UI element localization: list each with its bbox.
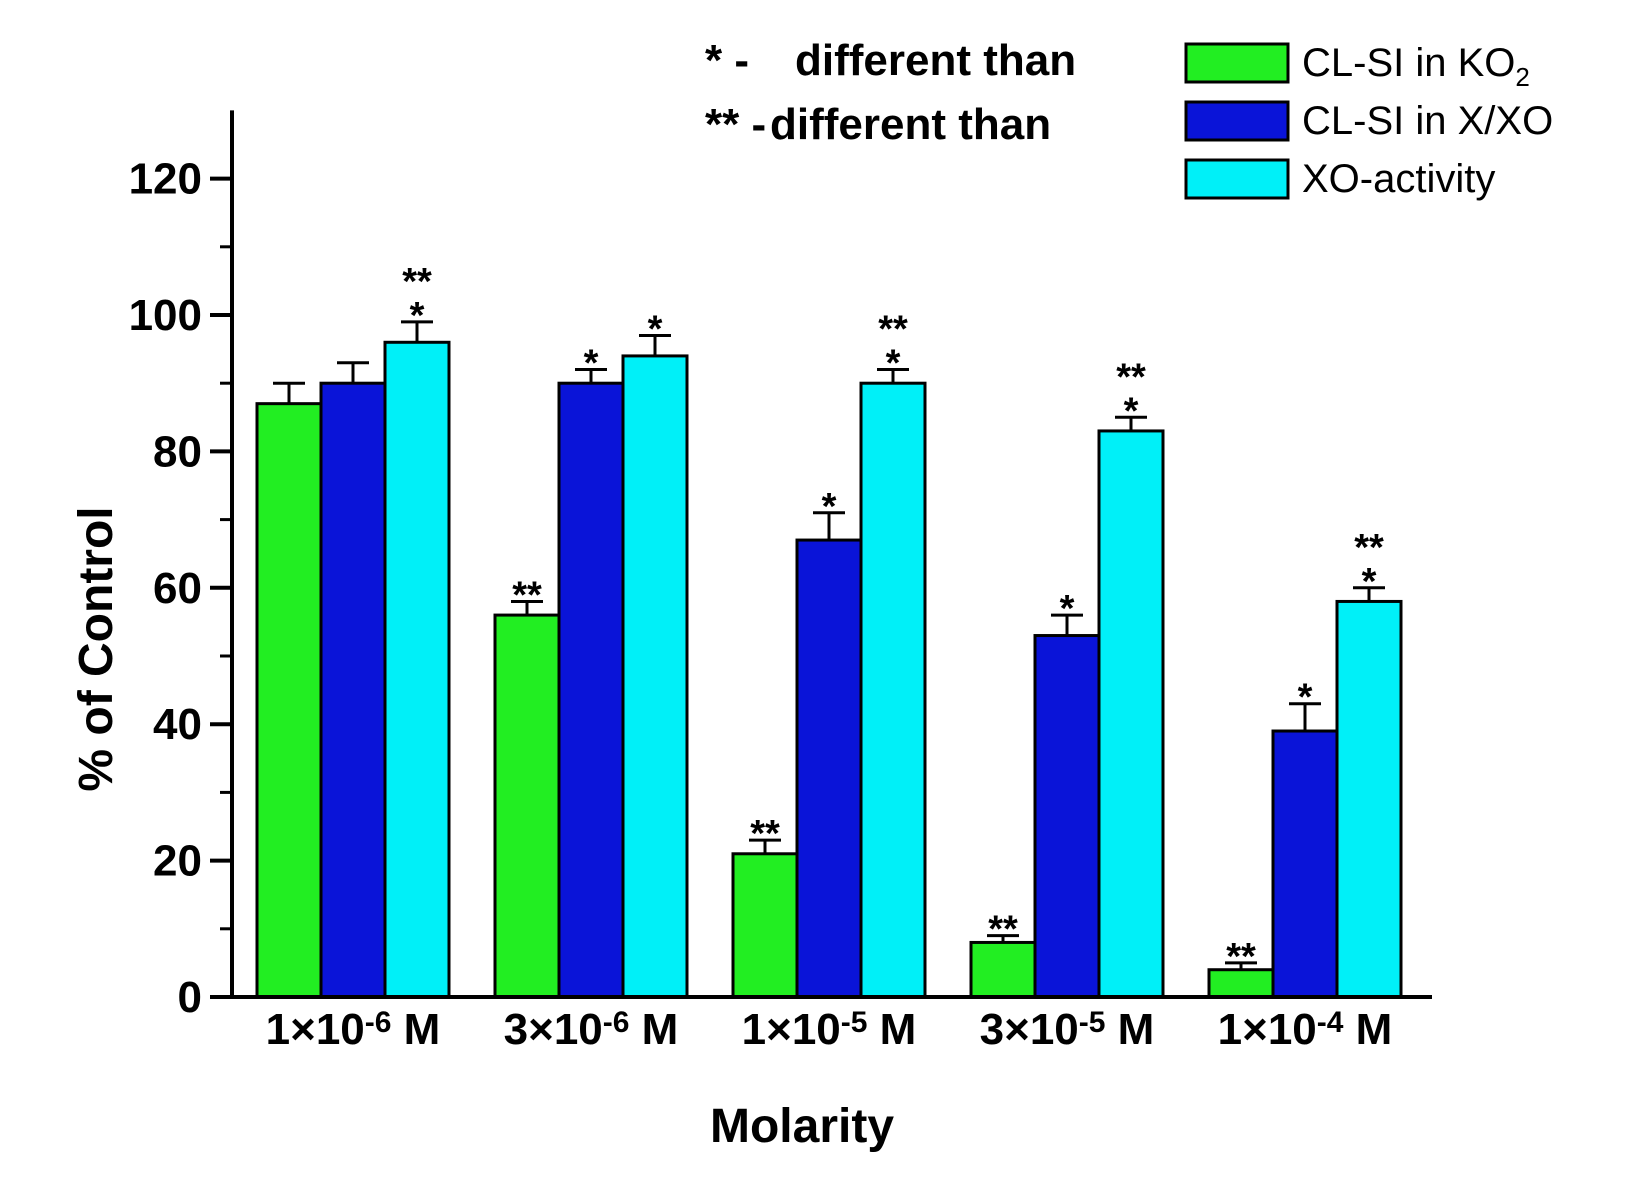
bar-2-2 — [557, 381, 625, 999]
significance-mark: ** — [1226, 936, 1256, 978]
bar-3-1 — [383, 340, 451, 999]
legend-label-1: CL-SI in KO2 — [1302, 41, 1530, 92]
bar-1-3 — [731, 852, 799, 999]
x-axis-title: Molarity — [710, 1100, 894, 1153]
significance-mark: * — [1124, 390, 1139, 432]
x-tick-mantissa: 1×10 — [266, 1005, 365, 1054]
y-axis-title: % of Control — [70, 506, 123, 791]
legend: * - different than** - different thanCL-SI… — [705, 36, 1553, 201]
significance-mark: * — [410, 295, 425, 337]
bar-2-1 — [319, 381, 387, 999]
significance-mark: ** — [1116, 356, 1146, 398]
x-tick-unit: M — [1105, 1005, 1154, 1054]
x-tick-unit: M — [1343, 1005, 1392, 1054]
bar-3-5 — [1335, 599, 1403, 999]
x-tick-mantissa: 3×10 — [504, 1005, 603, 1054]
bar-3-3 — [859, 381, 927, 999]
x-tick-exponent: -5 — [1079, 1006, 1106, 1039]
significance-mark: * — [822, 486, 837, 528]
significance-mark: * — [1298, 677, 1313, 719]
significance-mark: ** — [1354, 527, 1384, 569]
x-tick-label: 1×10-5 M — [742, 1005, 917, 1054]
note-symbol: ** - — [705, 100, 766, 149]
x-tick-exponent: -4 — [1317, 1006, 1344, 1039]
legend-swatch-3 — [1184, 158, 1290, 200]
bar-3-4 — [1097, 429, 1165, 999]
note-text: different than — [795, 36, 1076, 85]
y-tick-label: 100 — [129, 291, 202, 340]
y-tick-label: 80 — [153, 427, 202, 476]
significance-mark: * — [584, 343, 599, 385]
significance-mark: * — [1362, 561, 1377, 603]
legend-swatch-2 — [1184, 100, 1290, 142]
x-tick-unit: M — [629, 1005, 678, 1054]
bar-1-2 — [493, 613, 561, 999]
x-tick-mantissa: 1×10 — [742, 1005, 841, 1054]
significance-mark: ** — [512, 574, 542, 616]
y-tick-label: 20 — [153, 837, 202, 886]
x-tick-label: 3×10-6 M — [504, 1005, 679, 1054]
legend-label-2: CL-SI in X/XO — [1302, 99, 1553, 143]
x-tick-unit: M — [391, 1005, 440, 1054]
note-text: different than — [770, 100, 1051, 149]
significance-mark: ** — [402, 261, 432, 303]
x-tick-exponent: -6 — [603, 1006, 630, 1039]
y-tick-label: 60 — [153, 564, 202, 613]
axes — [210, 110, 1432, 999]
bar-2-4 — [1033, 634, 1101, 999]
bar-1-1 — [255, 402, 323, 999]
x-tick-label: 1×10-6 M — [266, 1005, 441, 1054]
bar-2-5 — [1271, 729, 1339, 999]
legend-subscript: 2 — [1515, 62, 1529, 92]
x-tick-mantissa: 3×10 — [980, 1005, 1079, 1054]
y-tick-label: 0 — [178, 973, 202, 1022]
legend-swatch-1 — [1184, 42, 1290, 84]
y-tick-label: 120 — [129, 155, 202, 204]
legend-name: CL-SI in X/XO — [1302, 99, 1553, 143]
legend-label-3: XO-activity — [1302, 157, 1495, 201]
x-tick-label: 1×10-4 M — [1218, 1005, 1393, 1054]
bars — [255, 320, 1403, 999]
legend-name: CL-SI in KO — [1302, 41, 1515, 85]
significance-mark: ** — [988, 909, 1018, 951]
significance-mark: * — [886, 343, 901, 385]
note-symbol: * - — [705, 36, 749, 85]
x-tick-mantissa: 1×10 — [1218, 1005, 1317, 1054]
x-tick-exponent: -5 — [841, 1006, 868, 1039]
significance-mark: * — [648, 308, 663, 350]
significance-mark: ** — [878, 309, 908, 351]
bar-2-3 — [795, 538, 863, 999]
x-tick-unit: M — [867, 1005, 916, 1054]
bar-3-2 — [621, 354, 689, 999]
significance-mark: ** — [750, 813, 780, 855]
y-tick-label: 40 — [153, 700, 202, 749]
x-tick-exponent: -6 — [365, 1006, 392, 1039]
significance-mark: * — [1060, 588, 1075, 630]
labels: ***1×10-6 M****3×10-6 M******1×10-5 M***… — [70, 155, 1392, 1153]
legend-name: XO-activity — [1302, 157, 1495, 201]
x-tick-label: 3×10-5 M — [980, 1005, 1155, 1054]
